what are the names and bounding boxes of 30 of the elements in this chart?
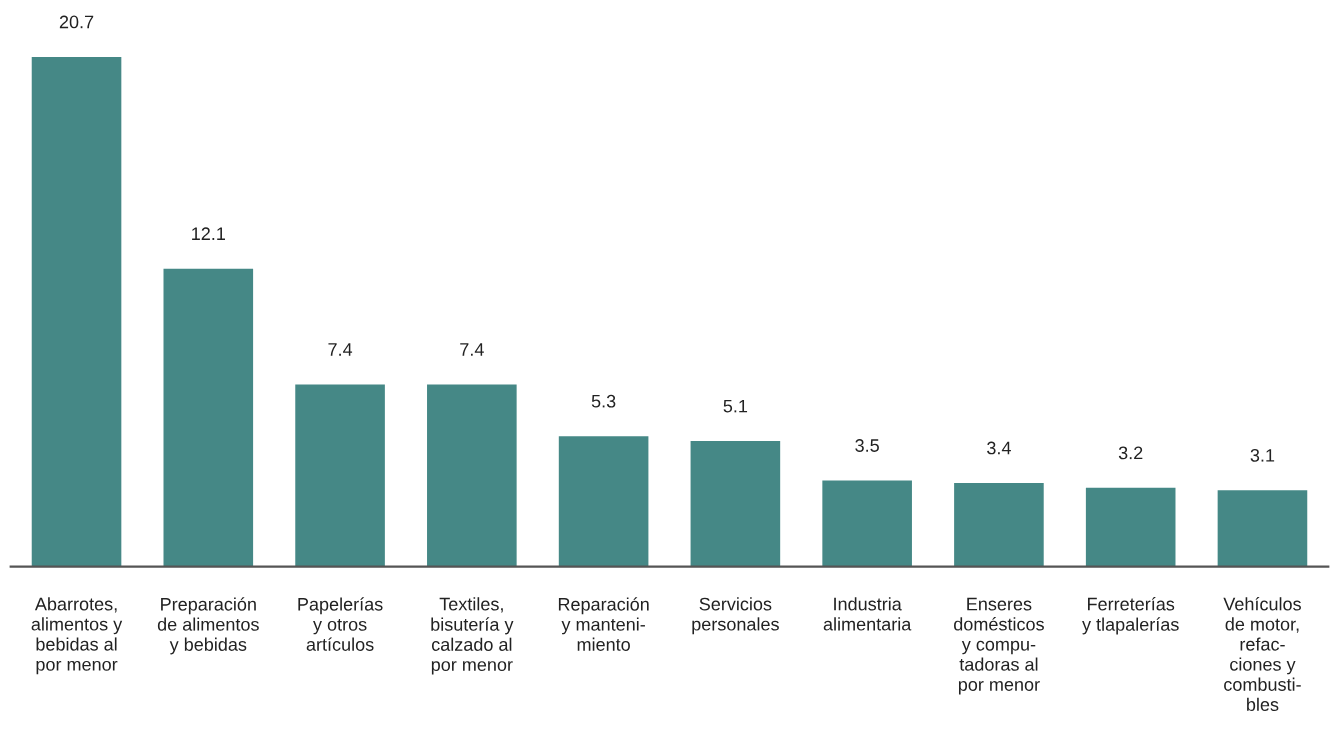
x-tick-label: Ferreterías y tlapalerías (1082, 596, 1179, 635)
x-tick-label: Industria alimentaria (823, 597, 912, 631)
bar (822, 480, 912, 567)
x-tick-label: Preparación de alimentos y bebidas (157, 597, 259, 655)
bar (31, 56, 122, 567)
x-tick-label: Abarrotes, alimentos y bebidas al por menor (31, 597, 123, 675)
data-label: 3.1 (1250, 448, 1275, 462)
x-tick-label: Vehículos de motor, refac- ciones y combusti- bles (1223, 596, 1301, 711)
data-label: 12.1 (192, 227, 225, 240)
bar (163, 268, 254, 567)
bar (558, 436, 649, 567)
data-label: 7.4 (460, 343, 484, 356)
bar (295, 384, 385, 567)
bar (690, 441, 781, 567)
x-tick-label: Textiles, bisutería y calzado al por menor (431, 597, 514, 675)
data-label: 3.2 (1118, 446, 1143, 460)
bar (427, 384, 517, 567)
x-tick-label: Servicios personales (692, 597, 779, 635)
data-label: 7.4 (328, 343, 353, 356)
x-tick-label: Enseres domésticos y compu- tadoras al por menor (954, 597, 1044, 695)
x-tick-label: Reparación y manteni- miento (558, 597, 649, 651)
data-label: 3.5 (855, 439, 879, 452)
data-label: 20.7 (59, 15, 94, 29)
data-label: 3.4 (987, 441, 1011, 455)
x-tick-label: Papelerías y otros artículos (298, 597, 383, 651)
bar (1085, 487, 1176, 567)
data-label: 5.3 (591, 394, 616, 408)
data-label: 5.1 (723, 399, 748, 413)
bar (1217, 490, 1308, 567)
bar (954, 482, 1044, 567)
